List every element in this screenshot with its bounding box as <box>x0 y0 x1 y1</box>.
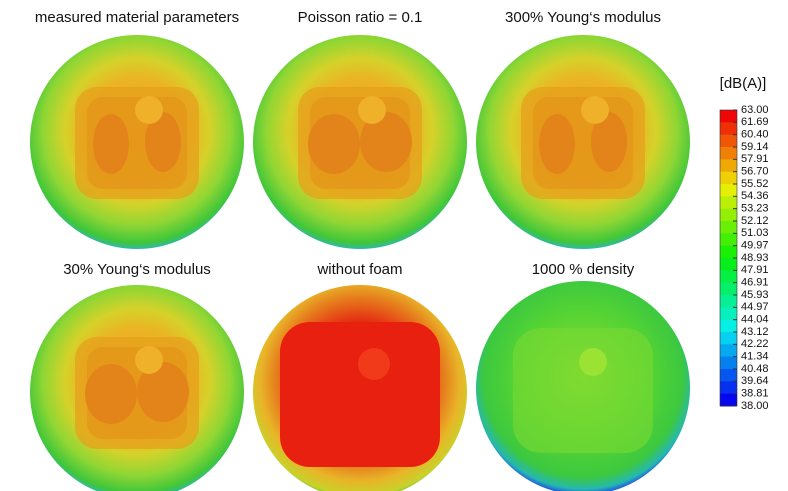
colorbar-label: 51.03 <box>741 227 769 239</box>
colorbar-label: 40.48 <box>741 363 769 375</box>
colorbar-band <box>720 356 737 370</box>
colorbar-band <box>720 295 737 308</box>
colorbar-label: 61.69 <box>741 116 769 128</box>
colorbar-band <box>720 122 737 136</box>
panel-title: without foam <box>316 261 402 278</box>
colorbar-label: 57.91 <box>741 153 769 165</box>
colorbar-band <box>720 282 737 296</box>
colorbar-band <box>720 307 737 321</box>
colorbar-band <box>720 184 737 197</box>
colorbar-band <box>720 110 737 123</box>
colorbar-label: 59.14 <box>741 141 769 153</box>
colorbar-band <box>720 381 737 395</box>
colorbar-label: 45.93 <box>741 289 769 301</box>
hot-spot <box>145 112 181 172</box>
colorbar-band <box>720 147 737 160</box>
hot-spot <box>93 114 129 174</box>
colorbar-band <box>720 233 737 247</box>
colorbar-band <box>720 258 737 271</box>
colorbar-band <box>720 171 737 185</box>
colorbar-label: 43.12 <box>741 326 769 338</box>
hot-spot <box>135 346 163 374</box>
panel-title: 300% Young‘s modulus <box>505 9 661 26</box>
hot-spot <box>85 364 137 424</box>
colorbar-band <box>720 196 737 210</box>
hot-spot <box>308 114 360 174</box>
colorbar-band <box>720 369 737 382</box>
colorbar-label: 47.91 <box>741 264 769 276</box>
colorbar-label: 54.36 <box>741 190 769 202</box>
colorbar: 63.0061.6960.4059.1457.9156.7055.5254.36… <box>719 104 769 412</box>
colorbar-label: 44.97 <box>741 301 769 313</box>
colorbar-label: 38.00 <box>741 400 769 412</box>
colorbar-label: 60.40 <box>741 129 769 141</box>
colorbar-label: 55.52 <box>741 178 769 190</box>
contour-region <box>513 328 653 453</box>
panel-title: measured material parameters <box>35 9 239 26</box>
contour-region <box>280 322 440 467</box>
hot-spot <box>591 112 627 172</box>
colorbar-label: 52.12 <box>741 215 769 227</box>
hot-spot <box>135 96 163 124</box>
colorbar-band <box>720 393 737 407</box>
colorbar-band <box>720 270 737 284</box>
colorbar-band <box>720 159 737 173</box>
colorbar-label: 49.97 <box>741 240 769 252</box>
hot-spot <box>579 348 607 376</box>
colorbar-label: 56.70 <box>741 166 769 178</box>
colorbar-band <box>720 208 737 222</box>
colorbar-band <box>720 134 737 148</box>
hot-spot <box>539 114 575 174</box>
colorbar-label: 44.04 <box>741 314 769 326</box>
hot-spot <box>358 348 390 380</box>
colorbar-label: 63.00 <box>741 104 769 116</box>
hot-spot <box>137 362 189 422</box>
hot-spot <box>360 112 412 172</box>
panel-title: 30% Young‘s modulus <box>63 261 211 278</box>
colorbar-band <box>720 332 737 345</box>
colorbar-title: [dB(A)] <box>720 75 767 92</box>
colorbar-label: 41.34 <box>741 351 769 363</box>
colorbar-label: 42.22 <box>741 338 769 350</box>
colorbar-band <box>720 319 737 333</box>
colorbar-label: 53.23 <box>741 203 769 215</box>
hot-spot <box>358 96 386 124</box>
panel-title: Poisson ratio = 0.1 <box>298 9 423 26</box>
colorbar-label: 38.81 <box>741 388 769 400</box>
hot-spot <box>581 96 609 124</box>
colorbar-band <box>720 245 737 259</box>
colorbar-band <box>720 344 737 358</box>
panel-title: 1000 % density <box>532 261 635 278</box>
colorbar-label: 48.93 <box>741 252 769 264</box>
panels: measured material parameters Poisson rati… <box>30 9 690 491</box>
colorbar-label: 46.91 <box>741 277 769 289</box>
colorbar-band <box>720 221 737 234</box>
colorbar-label: 39.64 <box>741 375 769 387</box>
